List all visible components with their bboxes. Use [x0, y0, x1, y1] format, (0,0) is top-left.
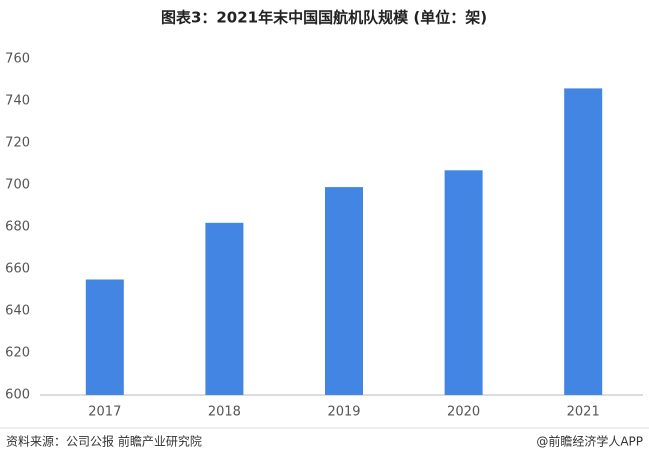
x-tick-label: 2020 [447, 405, 480, 420]
x-tick-label: 2019 [327, 405, 360, 420]
x-tick-label: 2018 [208, 405, 241, 420]
x-tick-label: 2017 [88, 405, 121, 420]
y-tick-label: 720 [5, 136, 30, 151]
x-tick-label: 2021 [567, 405, 600, 420]
y-tick-label: 700 [5, 178, 30, 193]
y-tick-label: 680 [5, 220, 30, 235]
source-note: 资料来源：公司公报 前瞻产业研究院 [6, 434, 202, 449]
bar [325, 187, 363, 395]
y-tick-label: 600 [5, 388, 30, 403]
bar [85, 279, 124, 395]
y-tick-label: 640 [5, 304, 30, 319]
bar [444, 170, 483, 395]
bar [564, 88, 603, 396]
bar [205, 222, 244, 395]
y-tick-label: 740 [5, 94, 30, 109]
chart-title: 图表3：2021年末中国国航机队规模 (单位：架) [161, 9, 487, 27]
y-tick-label: 760 [5, 52, 30, 67]
credit: @前瞻经济学人APP [536, 434, 643, 449]
y-tick-label: 660 [5, 262, 30, 277]
y-tick-label: 620 [5, 346, 30, 361]
